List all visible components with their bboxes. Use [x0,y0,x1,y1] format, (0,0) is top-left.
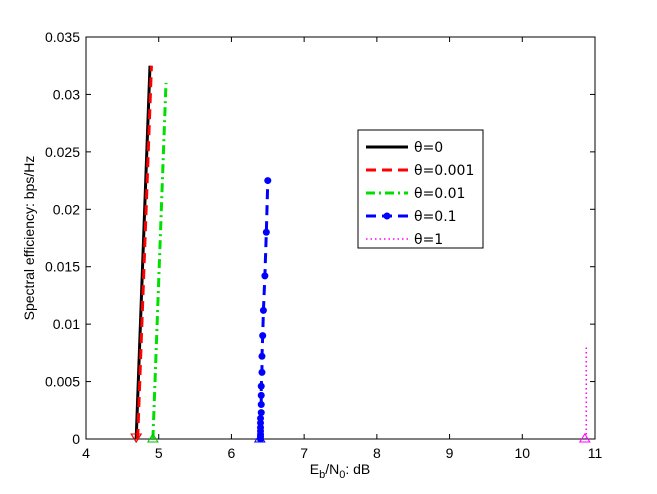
x-tick-label: 8 [373,445,381,461]
x-axis-label: Eb/N0: dB [310,461,371,481]
y-tick-label: 0.03 [53,86,80,102]
y-tick-label: 0.015 [45,259,80,275]
x-tick-label: 7 [300,445,308,461]
series-line-2 [151,82,168,440]
series-end-marker [578,433,591,443]
x-tick-label: 9 [446,445,454,461]
legend-label: θ=1 [414,232,443,248]
x-tick-label: 4 [82,445,90,461]
series-end-marker [146,433,159,443]
legend-box [357,129,484,249]
series-point [257,401,265,409]
x-tick-label: 5 [155,445,163,461]
y-tick-label: 0.01 [53,316,80,332]
series-point [258,352,266,360]
legend-label: θ=0.001 [414,163,474,179]
series-point [257,382,265,390]
y-tick-label: 0.035 [45,29,80,45]
series-end-marker [253,433,266,443]
series-point [257,391,265,399]
legend-swatch-marker [383,212,391,220]
series-point [261,272,269,280]
series-line-1 [136,65,153,440]
series-point [259,332,267,340]
legend-label: θ=0.1 [414,209,457,225]
y-axis-ticks: 0 0.005 0.01 0.015 0.02 0.025 0.03 0.035 [45,29,595,447]
y-tick-label: 0.025 [45,144,80,160]
y-tick-label: 0 [72,431,80,447]
plot-area [85,36,596,440]
legend-label: θ=0.01 [414,186,465,202]
x-axis-ticks: 4 5 6 7 8 9 10 11 [82,37,602,461]
series-point [264,177,272,185]
legend-label: θ=0 [414,140,443,156]
series-point [257,414,265,422]
x-tick-label: 10 [514,445,530,461]
x-tick-label: 11 [588,445,603,461]
x-tick-label: 6 [228,445,236,461]
y-tick-label: 0.005 [45,374,80,390]
series-layer [130,65,591,443]
series-point [257,409,265,417]
series-point [258,368,266,376]
y-tick-label: 0.02 [53,201,80,217]
series-point [259,306,267,314]
series-end-marker [130,433,143,443]
legend-items: θ=0 θ=0.001 θ=0.01 θ=0.1 θ=1 [366,140,474,248]
legend: θ=0 θ=0.001 θ=0.01 θ=0.1 θ=1 [357,129,484,249]
series-point [262,228,270,236]
y-axis-label: Spectral efficiency: bps/Hz [21,156,37,321]
